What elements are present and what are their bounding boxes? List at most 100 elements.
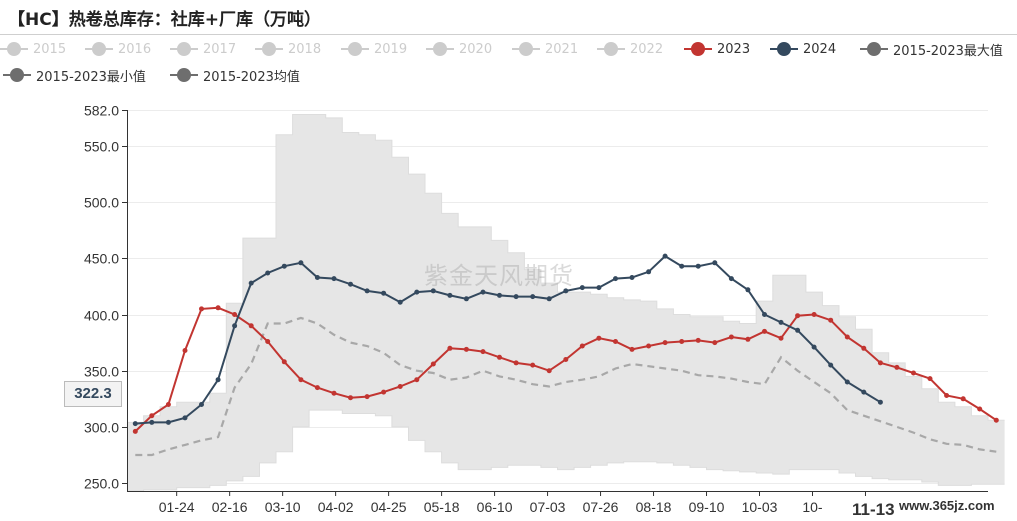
- data-point-2023: [248, 323, 254, 329]
- data-point-2023: [596, 335, 602, 341]
- data-point-2023: [281, 359, 287, 365]
- legend-dot-icon: [170, 68, 198, 82]
- data-point-2023: [414, 377, 420, 383]
- legend-item-2016[interactable]: 2016: [85, 37, 151, 61]
- data-point-2023: [911, 370, 916, 376]
- x-tick-label: 04-02: [318, 499, 354, 515]
- data-point-2023: [728, 334, 734, 340]
- series-line-max: [127, 114, 1005, 423]
- data-point-2023: [447, 345, 453, 351]
- data-point-2023: [430, 361, 436, 367]
- data-point-2023: [546, 368, 552, 374]
- data-point-2023: [828, 317, 834, 323]
- data-point-2023: [381, 389, 387, 395]
- data-point-2023: [679, 339, 685, 344]
- legend-label: 2015-2023均值: [203, 69, 300, 85]
- data-point-2023: [149, 413, 155, 419]
- x-tick-label: 06-10: [477, 499, 513, 515]
- legend-item-2019[interactable]: 2019: [341, 37, 407, 61]
- data-point-2023: [795, 313, 801, 319]
- series-line-2024: [135, 254, 881, 425]
- series-2023: [132, 305, 999, 434]
- data-point-2024: [397, 299, 403, 305]
- data-point-2024: [232, 323, 238, 329]
- data-point-2023: [497, 354, 502, 360]
- site-watermark: www.365jz.com: [899, 498, 995, 513]
- legend-dot-icon: [255, 42, 283, 56]
- y-tick-label: 550.0: [84, 139, 119, 155]
- data-point-2023: [629, 346, 635, 352]
- legend-item-2024[interactable]: 2024: [770, 37, 836, 61]
- data-point-2024: [728, 276, 734, 282]
- legend-item-2015-2023最小值[interactable]: 2015-2023最小值: [3, 63, 146, 87]
- data-point-2024: [762, 312, 767, 317]
- data-point-2023: [480, 349, 486, 355]
- data-point-2023: [513, 360, 519, 366]
- data-point-2023: [314, 385, 320, 391]
- data-point-2024: [695, 263, 701, 269]
- legend-dot-icon: [341, 42, 369, 56]
- legend-item-2015-2023均值[interactable]: 2015-2023均值: [170, 63, 300, 87]
- data-point-2023: [745, 336, 751, 342]
- data-point-2023: [662, 340, 668, 346]
- x-tick-label: 04-25: [371, 499, 407, 515]
- legend-item-2018[interactable]: 2018: [255, 37, 321, 61]
- range-band: [127, 114, 1005, 492]
- data-point-2024: [463, 296, 469, 302]
- x-tick-label: 07-26: [583, 499, 619, 515]
- legend-label: 2022: [630, 41, 664, 57]
- data-point-2023: [397, 384, 403, 389]
- legend-label: 2021: [545, 41, 579, 57]
- legend-label: 2016: [118, 41, 152, 57]
- y-tick-label: 582.0: [84, 103, 119, 119]
- x-tick-label: 10-03: [742, 499, 778, 515]
- data-point-2023: [944, 393, 950, 398]
- legend-label: 2018: [288, 41, 322, 57]
- data-point-2023: [927, 376, 933, 382]
- data-point-2023: [712, 340, 718, 346]
- legend-item-2017[interactable]: 2017: [170, 37, 236, 61]
- legend-dot-icon: [770, 42, 798, 56]
- data-point-2024: [828, 362, 834, 368]
- data-point-2024: [215, 377, 221, 383]
- data-point-2023: [993, 417, 999, 423]
- x-tick-label: 09-10: [689, 499, 725, 515]
- data-point-2024: [629, 275, 635, 280]
- data-point-2024: [149, 419, 155, 425]
- data-point-2023: [331, 390, 337, 396]
- series-lines: [132, 253, 999, 457]
- data-point-2024: [165, 419, 171, 425]
- legend-item-2021[interactable]: 2021: [512, 37, 578, 61]
- data-point-2024: [248, 280, 254, 286]
- legend-dot-icon: [860, 42, 888, 56]
- legend-item-2015[interactable]: 2015: [0, 37, 66, 61]
- data-point-2024: [596, 285, 602, 291]
- legend-item-2022[interactable]: 2022: [597, 37, 663, 61]
- y-pointer-label: 322.3: [64, 381, 122, 407]
- legend-item-2020[interactable]: 2020: [426, 37, 492, 61]
- data-point-2024: [844, 379, 850, 385]
- data-point-2024: [497, 292, 502, 298]
- data-point-2023: [894, 364, 900, 370]
- x-tick-label: 05-18: [424, 499, 460, 515]
- data-point-2024: [132, 421, 138, 427]
- y-tick-label: 250.0: [84, 476, 119, 492]
- legend-dot-icon: [684, 42, 712, 56]
- legend-row-2: 2015-2023最小值 2015-2023均值: [0, 63, 1017, 87]
- legend-label: 2019: [374, 41, 408, 57]
- data-point-2023: [364, 394, 370, 400]
- data-point-2024: [182, 415, 188, 421]
- legend-item-2023[interactable]: 2023: [684, 37, 750, 61]
- legend-label: 2024: [803, 41, 837, 57]
- y-tick-label: 500.0: [84, 195, 119, 211]
- data-point-2023: [265, 339, 271, 344]
- data-point-2023: [613, 339, 618, 344]
- data-point-2024: [546, 296, 552, 302]
- data-point-2023: [811, 312, 817, 317]
- data-point-2024: [861, 389, 867, 395]
- legend-item-2015-2023最大值[interactable]: 2015-2023最大值: [860, 37, 1003, 61]
- title-divider: [0, 34, 1017, 35]
- data-point-2023: [298, 377, 304, 383]
- data-point-2023: [579, 343, 585, 349]
- data-point-2024: [530, 294, 536, 300]
